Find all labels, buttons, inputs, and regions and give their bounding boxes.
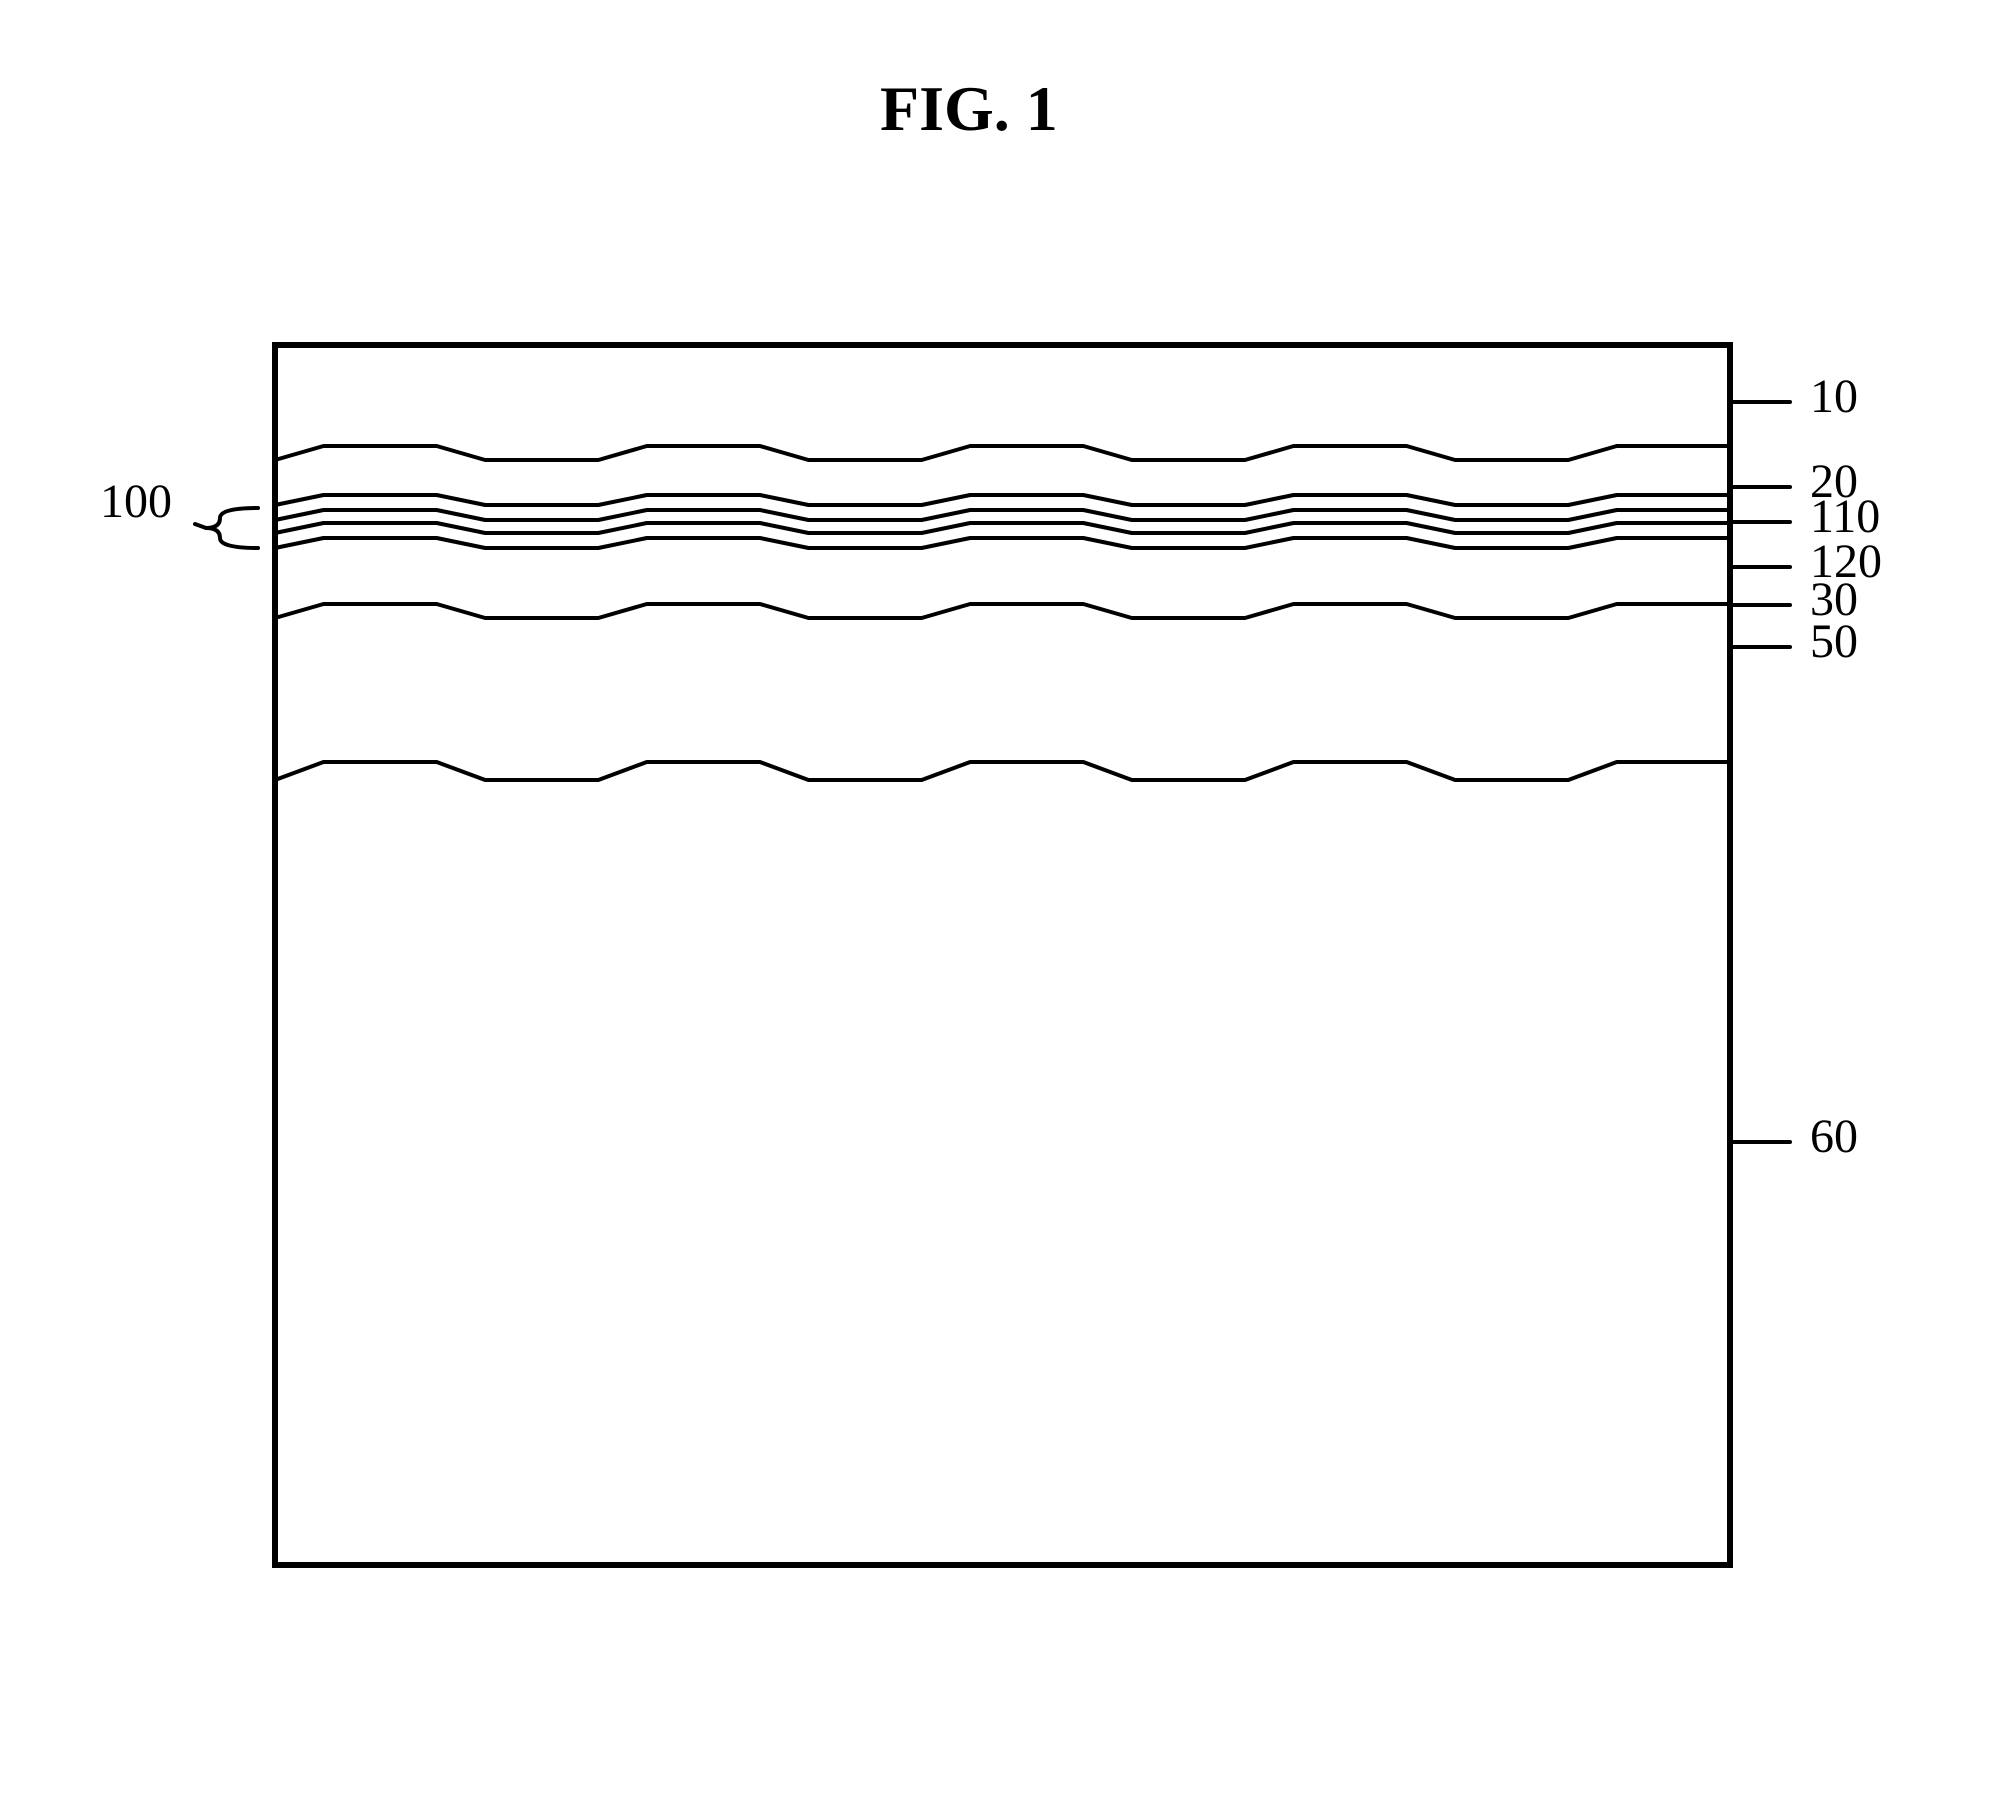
label-60: 60 — [1810, 1109, 1858, 1164]
label-50: 50 — [1810, 614, 1858, 669]
label-100: 100 — [100, 474, 172, 529]
figure-title: FIG. 1 — [880, 72, 1058, 146]
figure-drawing — [0, 0, 2011, 1805]
figure-1: FIG. 1 10 20 110 120 30 50 60 100 — [0, 0, 2011, 1805]
label-10: 10 — [1810, 369, 1858, 424]
